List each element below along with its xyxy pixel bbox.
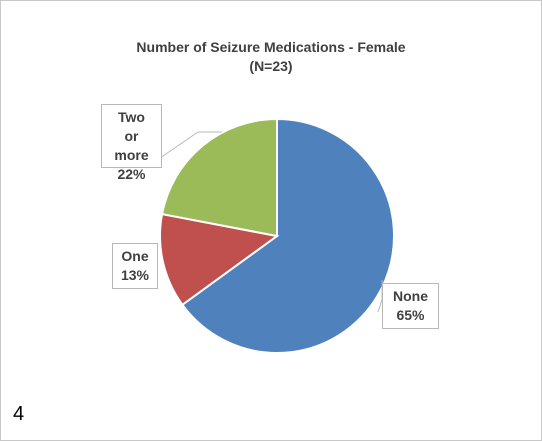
figure-number: 4 <box>13 403 25 425</box>
slice-label-none: None 65% <box>382 283 439 329</box>
slice-label-none-pct: 65% <box>396 307 425 323</box>
slice-label-one: One 13% <box>112 243 158 289</box>
pie-slice-two-or-more <box>160 117 278 238</box>
pie-slice-none <box>180 117 395 354</box>
chart-title-block: Number of Seizure Medications - Female (… <box>0 38 542 76</box>
slice-label-one-pct: 13% <box>120 267 150 283</box>
slice-label-none-name: None <box>393 288 428 304</box>
chart-title: Number of Seizure Medications - Female <box>136 39 406 55</box>
chart-subtitle: (N=23) <box>249 58 293 74</box>
slice-label-two-or-more-pct: 22% <box>117 166 146 182</box>
pie-slices <box>159 117 395 354</box>
slice-label-two-or-more-name: Two or more <box>114 109 149 163</box>
leader-line-two-or-more <box>159 131 222 159</box>
pie-slice-one <box>159 212 280 307</box>
slice-label-two-or-more: Two or more 22% <box>101 104 162 182</box>
slice-label-one-name: One <box>121 248 149 264</box>
